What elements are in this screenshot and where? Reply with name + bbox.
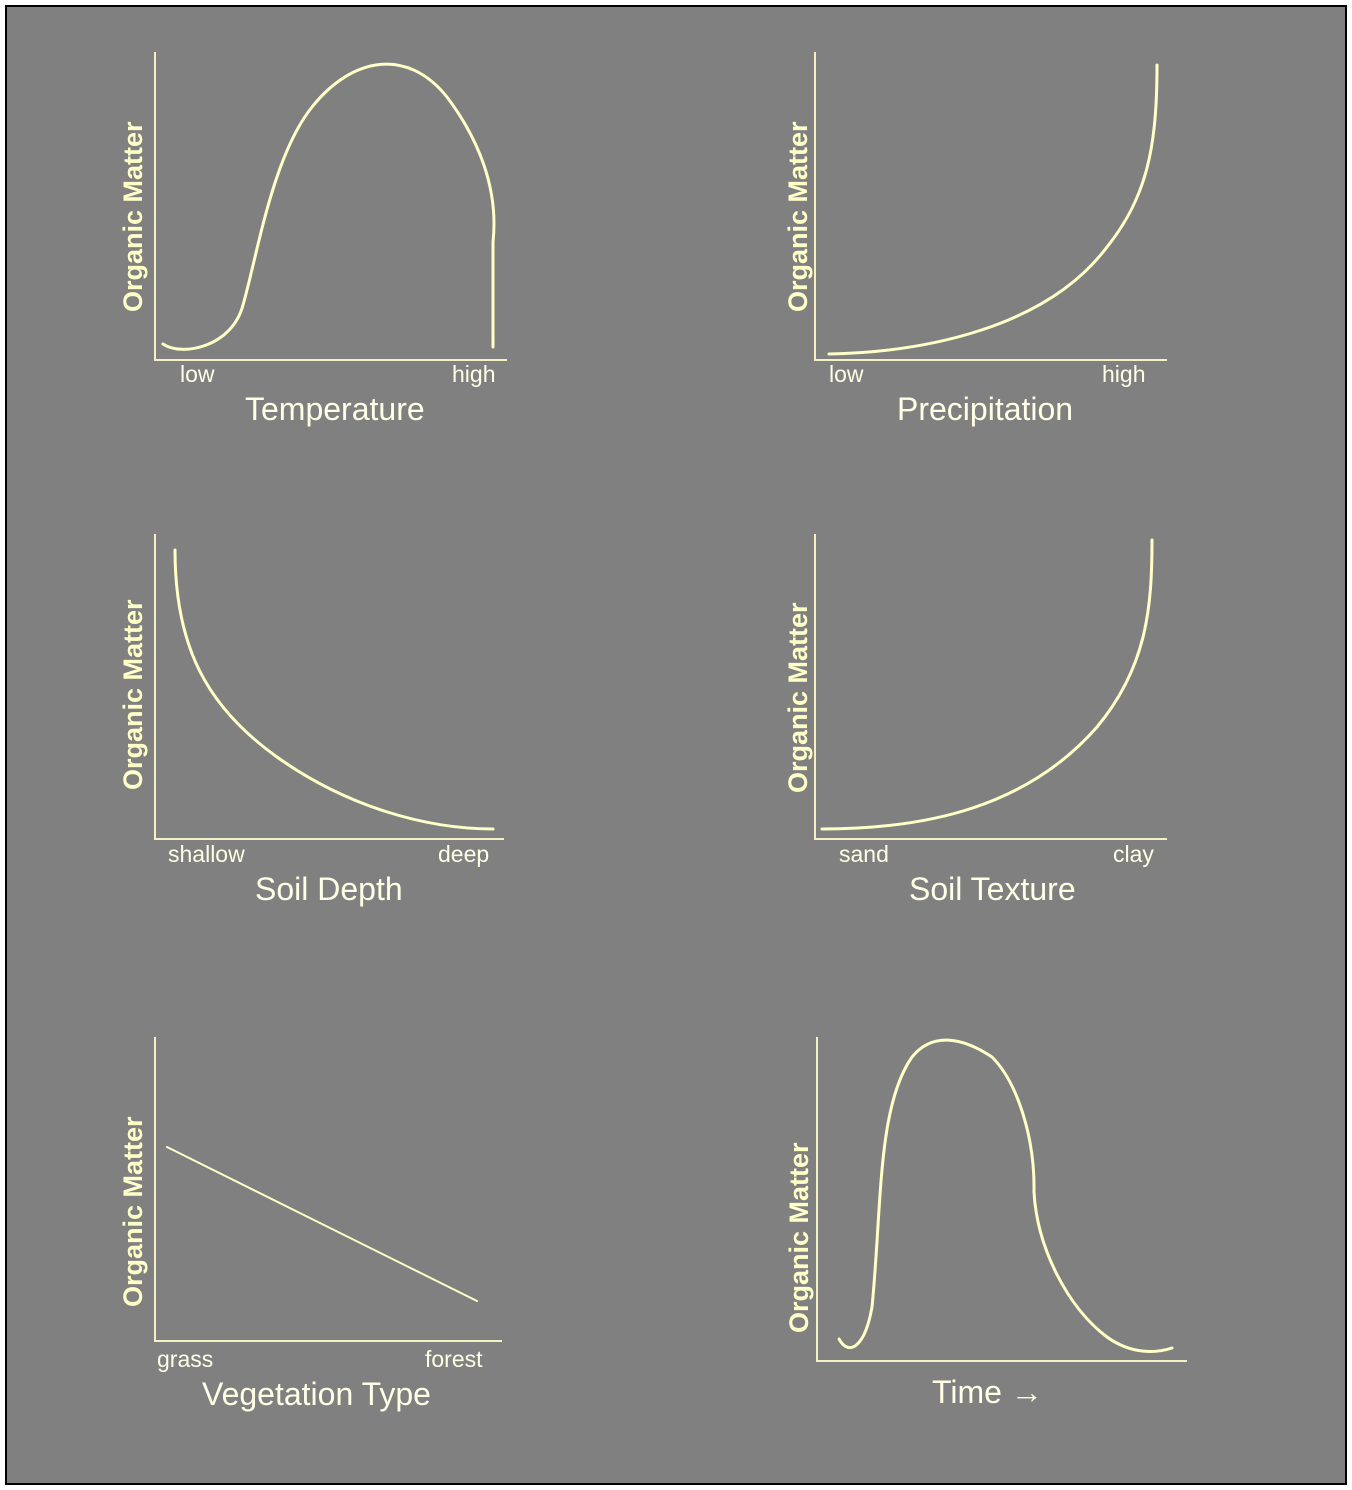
ylabel-time: Organic Matter	[784, 1142, 814, 1333]
xlabel-temperature: Temperature	[245, 391, 425, 427]
axes-precipitation	[814, 52, 1167, 361]
curve-temperature	[161, 62, 496, 351]
ylabel-precipitation: Organic Matter	[783, 121, 813, 312]
ylabel-vegetation-type: Organic Matter	[118, 1116, 148, 1307]
xlabel-soil-depth: Soil Depth	[255, 871, 403, 907]
panel-soil-texture: Organic Matter sand clay Soil Texture	[783, 534, 1167, 907]
ylabel-temperature: Organic Matter	[118, 121, 148, 312]
tick-forest-vegetation-type: forest	[425, 1346, 483, 1372]
axes-temperature	[154, 52, 507, 361]
curve-vegetation-type	[166, 1146, 478, 1302]
ylabel-soil-texture: Organic Matter	[783, 602, 813, 793]
panel-precipitation: Organic Matter low high Precipitation	[783, 52, 1167, 427]
curve-time	[837, 1038, 1174, 1353]
tick-shallow-soil-depth: shallow	[168, 841, 245, 867]
curve-precipitation	[827, 63, 1159, 356]
tick-low-temperature: low	[180, 361, 215, 387]
axes-time	[816, 1037, 1187, 1362]
xlabel-soil-texture: Soil Texture	[909, 871, 1076, 907]
figure-frame: Organic Matter low high Temperature Orga…	[5, 5, 1347, 1485]
curve-soil-texture	[820, 538, 1154, 831]
tick-low-precipitation: low	[829, 361, 864, 387]
axes-soil-texture	[814, 534, 1167, 840]
axes-soil-depth	[154, 534, 504, 840]
xlabel-vegetation-type: Vegetation Type	[202, 1376, 431, 1412]
ylabel-soil-depth: Organic Matter	[118, 599, 148, 790]
panel-vegetation-type: Organic Matter grass forest Vegetation T…	[118, 1037, 502, 1412]
panel-soil-depth: Organic Matter shallow deep Soil Depth	[118, 534, 504, 907]
tick-high-temperature: high	[452, 361, 495, 387]
tick-sand-soil-texture: sand	[839, 841, 889, 867]
panel-time: Organic Matter Time →	[784, 1037, 1187, 1410]
tick-grass-vegetation-type: grass	[157, 1346, 213, 1372]
tick-deep-soil-depth: deep	[438, 841, 489, 867]
axes-vegetation-type	[154, 1037, 502, 1342]
tick-high-precipitation: high	[1102, 361, 1145, 387]
xlabel-precipitation: Precipitation	[897, 391, 1073, 427]
xlabel-time: Time →	[932, 1374, 1043, 1410]
panel-temperature: Organic Matter low high Temperature	[118, 52, 507, 427]
curve-soil-depth	[173, 548, 495, 831]
tick-clay-soil-texture: clay	[1113, 841, 1154, 867]
figure-svg: Organic Matter low high Temperature Orga…	[118, 52, 1187, 1412]
